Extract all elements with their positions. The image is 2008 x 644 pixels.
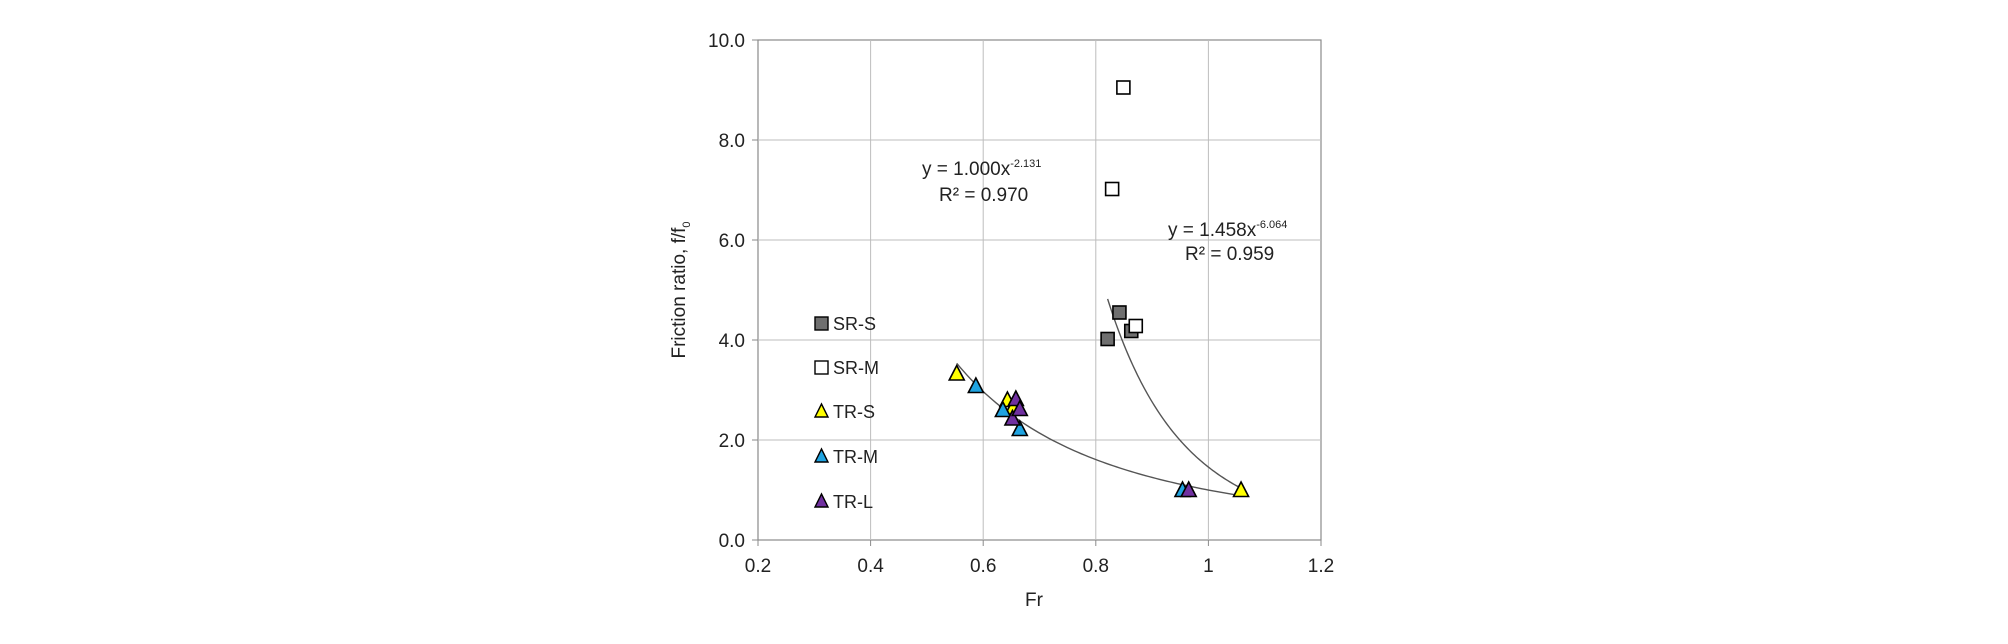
fit-annotation-2-equation: y = 1.458x-6.064 <box>1168 219 1287 241</box>
point-sr-s <box>1100 331 1115 347</box>
fit-annotation-2-exponent: -6.064 <box>1256 219 1287 231</box>
y-axis-title-subscript: 0 <box>681 221 693 227</box>
x-tick-label: 1 <box>1203 556 1214 577</box>
legend-label-sr-m: SR-M <box>833 358 879 378</box>
y-tick-label: 2.0 <box>719 431 745 452</box>
point-tr-l <box>1179 480 1198 498</box>
fit-annotation-1: y = 1.000x-2.131 R² = 0.970 <box>922 158 1041 206</box>
point-tr-s <box>1232 480 1250 498</box>
point-tr-s <box>947 363 966 381</box>
legend-marker-tr-s <box>813 402 830 418</box>
fit-annotation-1-exponent: -2.131 <box>1010 158 1041 170</box>
y-axis-title: Friction ratio, f/f0 <box>669 221 693 358</box>
legend: SR-S SR-M TR-S TR-M TR-L <box>813 314 879 512</box>
point-sr-m <box>1116 80 1131 95</box>
y-tick-label: 4.0 <box>719 331 745 352</box>
fit-annotation-1-equation: y = 1.000x-2.131 <box>922 158 1041 180</box>
fit-annotation-1-text: y = 1.000x <box>922 159 1011 180</box>
fit-annotation-2-r2: R² = 0.959 <box>1185 244 1274 265</box>
x-axis-title: Fr <box>1025 590 1044 611</box>
legend-label-tr-m: TR-M <box>833 447 878 467</box>
fit-annotation-2: y = 1.458x-6.064 R² = 0.959 <box>1168 219 1287 265</box>
fit-curve-2 <box>1106 298 1242 489</box>
data-points <box>947 80 1250 498</box>
y-tick-label: 10.0 <box>708 31 745 52</box>
y-tick-label: 6.0 <box>719 231 745 252</box>
legend-label-sr-s: SR-S <box>833 314 876 334</box>
point-tr-l <box>1010 399 1029 417</box>
legend-marker-sr-m <box>814 360 829 375</box>
point-tr-m <box>994 400 1012 418</box>
point-tr-l <box>1003 408 1022 426</box>
legend-marker-tr-m <box>813 447 830 463</box>
legend-marker-tr-l <box>813 492 830 508</box>
x-tick-label: 0.4 <box>857 556 884 577</box>
legend-label-tr-s: TR-S <box>833 402 875 422</box>
tick-labels: 0.2 0.4 0.6 0.8 1 1.2 0.0 2.0 4.0 6.0 8.0 10.0 <box>708 31 1334 577</box>
y-tick-label: 8.0 <box>719 131 745 152</box>
y-axis-title-main: Friction ratio, f/f <box>669 227 690 359</box>
x-tick-label: 0.8 <box>1083 556 1109 577</box>
point-sr-s <box>1112 305 1127 320</box>
legend-marker-sr-s <box>814 316 829 331</box>
x-tick-label: 0.6 <box>970 556 996 577</box>
point-sr-m <box>1104 181 1120 197</box>
gridlines <box>752 39 1322 546</box>
point-tr-m <box>967 376 985 394</box>
fit-annotation-1-r2: R² = 0.970 <box>939 185 1028 206</box>
point-tr-m <box>1010 419 1029 437</box>
plot-area <box>757 39 1322 541</box>
y-tick-label: 0.0 <box>719 531 745 552</box>
x-tick-label: 1.2 <box>1308 556 1334 577</box>
x-tick-label: 0.2 <box>745 556 771 577</box>
legend-label-tr-l: TR-L <box>833 492 873 512</box>
point-sr-m <box>1128 318 1144 334</box>
fit-annotation-2-text: y = 1.458x <box>1168 220 1257 241</box>
